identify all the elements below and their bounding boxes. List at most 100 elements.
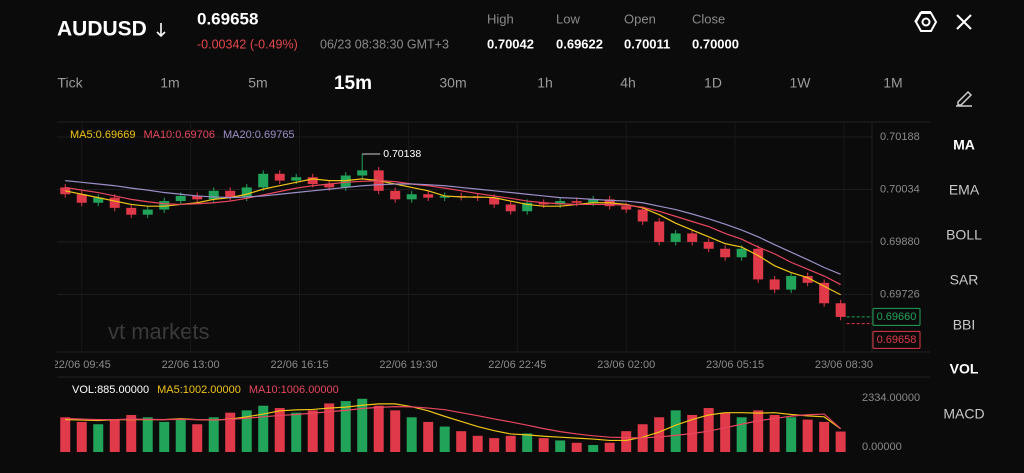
timeframe-tab[interactable]: 4h (620, 75, 636, 91)
volume-bar (604, 442, 615, 452)
candle-body (225, 190, 236, 198)
timeframe-tab[interactable]: 1D (704, 75, 722, 91)
volume-bar (109, 419, 120, 452)
candle-body (703, 241, 714, 249)
timeframe-tab[interactable]: 1m (160, 75, 179, 91)
annotation-label: 0.70138 (383, 148, 421, 160)
volume-bar (208, 417, 219, 452)
volume-bar (555, 440, 566, 452)
y-tick-label: 0.69726 (880, 288, 920, 300)
candle-body (324, 184, 335, 188)
candle-body (571, 201, 582, 203)
volume-bar (142, 417, 153, 452)
volume-bar (703, 408, 714, 452)
volume-title: VOL:885.00000 (72, 384, 149, 396)
indicator-button[interactable]: BBI (953, 317, 976, 333)
volume-bar (505, 435, 516, 452)
symbol[interactable]: AUDUSD (57, 18, 147, 41)
watermark: vt markets (108, 319, 209, 344)
volume-bar (324, 403, 335, 452)
volume-bar (241, 410, 252, 452)
ma-line (65, 180, 841, 275)
candle-body (522, 202, 533, 212)
x-tick-label: 22/06 22:45 (488, 359, 546, 371)
stat-value: 0.69622 (556, 36, 603, 51)
volume-bar (340, 401, 351, 452)
volume-bar (571, 442, 582, 452)
candle-body (76, 194, 87, 203)
candle-body (687, 233, 698, 242)
ma-line (65, 406, 842, 439)
draw-tool-icon[interactable] (956, 90, 973, 107)
candle-body (274, 173, 285, 181)
dropdown-arrow[interactable] (156, 23, 166, 38)
volume-bar (720, 412, 731, 452)
legend-entry: MA10:0.69706 (143, 129, 215, 141)
price-tag-label: 0.69660 (877, 311, 917, 323)
quote-time: 06/23 08:38:30 GMT+3 (320, 37, 449, 51)
stat-label: Open (624, 11, 656, 26)
price-change: -0.00342 (-0.49%) (197, 37, 298, 51)
volume-bar (489, 438, 500, 452)
candle-body (192, 195, 203, 200)
timeframe-tab[interactable]: 1M (883, 75, 902, 91)
candle-body (307, 177, 318, 185)
candle-body (802, 276, 813, 283)
timeframe-tab[interactable]: 15m (334, 73, 372, 94)
candle-body (175, 195, 186, 202)
indicator-button[interactable]: MACD (943, 406, 984, 422)
close-icon[interactable] (956, 14, 972, 30)
indicator-button[interactable]: BOLL (946, 227, 982, 243)
indicator-button[interactable]: EMA (949, 182, 980, 198)
indicator-button[interactable]: MA (953, 137, 975, 153)
settings-icon[interactable] (914, 11, 938, 32)
candle-body (588, 199, 599, 203)
last-price: 0.69658 (197, 9, 258, 28)
timeframe-tab[interactable]: 1W (790, 75, 812, 91)
volume-bar (390, 410, 401, 452)
candle-body (753, 248, 764, 280)
volume-bar (76, 421, 87, 452)
stat-value: 0.70011 (624, 36, 670, 51)
volume-bar (439, 426, 450, 452)
candle-body (489, 197, 500, 205)
timeframe-tab[interactable]: 1h (537, 75, 553, 91)
volume-bar (126, 414, 137, 452)
x-tick-label: 22/06 16:15 (270, 359, 328, 371)
legend-entry: MA10:1006.00000 (249, 384, 339, 396)
candle-body (621, 206, 632, 210)
volume-bar (472, 435, 483, 452)
candle-body (819, 282, 830, 304)
candle-body (241, 187, 252, 198)
volume-bar (307, 410, 318, 452)
volume-bar (423, 421, 434, 452)
volume-bar (654, 417, 665, 452)
volume-bar (835, 431, 846, 452)
legend-entry: MA5:0.69669 (70, 129, 135, 141)
indicator-button[interactable]: VOL (950, 361, 979, 377)
candle-body (736, 248, 747, 258)
candle-body (505, 204, 516, 212)
candle-body (390, 190, 401, 200)
candle-body (720, 248, 731, 258)
candle-body (439, 195, 450, 198)
volume-bar (786, 417, 797, 452)
timeframe-tab[interactable]: 30m (439, 75, 466, 91)
timeframe-tab[interactable]: 5m (248, 75, 267, 91)
volume-bar (802, 419, 813, 452)
candle-body (159, 201, 170, 210)
y-tick-label: 0.70034 (880, 183, 920, 195)
stat-value: 0.70000 (692, 36, 739, 51)
volume-bar (225, 412, 236, 452)
volume-bar (819, 421, 830, 452)
y-tick-label: 0.70188 (880, 131, 920, 143)
timeframe-tab[interactable]: Tick (57, 75, 83, 91)
candle-body (670, 233, 681, 242)
x-tick-label: 22/06 13:00 (162, 359, 220, 371)
volume-bar (291, 412, 302, 452)
candle-body (291, 177, 302, 181)
candle-body (340, 175, 351, 188)
candle-body (538, 202, 549, 205)
indicator-button[interactable]: SAR (950, 272, 979, 288)
